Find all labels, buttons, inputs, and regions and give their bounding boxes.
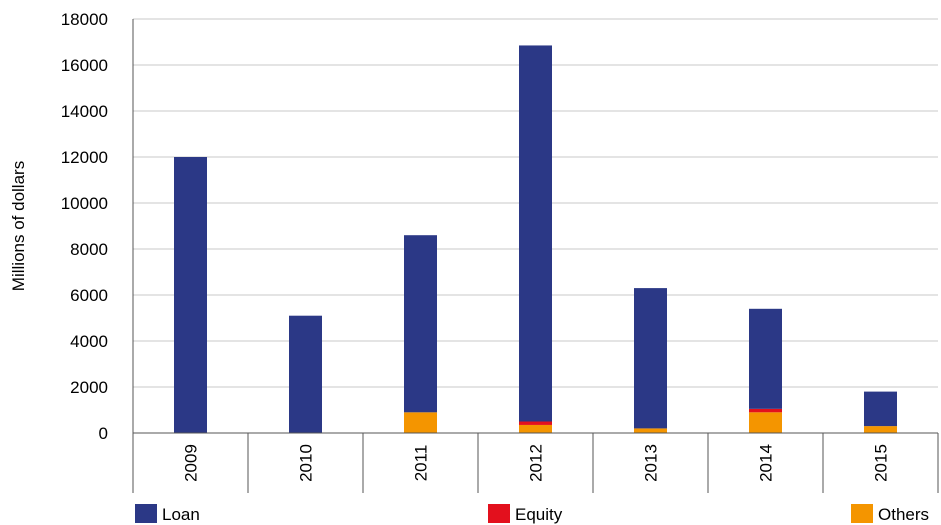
category-label: 2012 bbox=[527, 444, 546, 482]
y-tick-label: 18000 bbox=[61, 10, 108, 29]
y-tick-label: 10000 bbox=[61, 194, 108, 213]
y-tick-label: 14000 bbox=[61, 102, 108, 121]
bar-others-2012 bbox=[519, 424, 552, 433]
category-labels: 2009 2010 2011 2012 2013 2014 2015 bbox=[182, 444, 891, 482]
bars bbox=[174, 45, 897, 433]
y-axis-ticks: 0 2000 4000 6000 8000 10000 12000 14000 16000 180… bbox=[61, 10, 108, 443]
bar-others-2013 bbox=[634, 428, 667, 433]
y-tick-label: 4000 bbox=[70, 332, 108, 351]
y-tick-label: 2000 bbox=[70, 378, 108, 397]
y-tick-label: 8000 bbox=[70, 240, 108, 259]
bar-others-2015 bbox=[864, 426, 897, 433]
y-tick-label: 6000 bbox=[70, 286, 108, 305]
category-label: 2015 bbox=[872, 444, 891, 482]
bar-loan-2011 bbox=[404, 235, 437, 413]
legend-swatch-loan bbox=[135, 504, 157, 523]
category-label: 2010 bbox=[297, 444, 316, 482]
y-axis-label: Millions of dollars bbox=[9, 161, 28, 291]
bar-loan-2010 bbox=[289, 315, 322, 433]
legend: Loan Equity Others bbox=[135, 504, 929, 524]
legend-label-others: Others bbox=[878, 505, 929, 524]
category-label: 2011 bbox=[412, 445, 431, 482]
bar-loan-2012 bbox=[519, 45, 552, 422]
legend-label-equity: Equity bbox=[515, 505, 563, 524]
bar-others-2011 bbox=[404, 412, 437, 433]
category-label: 2014 bbox=[757, 444, 776, 482]
category-label: 2013 bbox=[642, 444, 661, 482]
bar-equity-2012 bbox=[519, 421, 552, 425]
legend-label-loan: Loan bbox=[162, 505, 200, 524]
legend-swatch-others bbox=[851, 504, 873, 523]
y-tick-label: 16000 bbox=[61, 56, 108, 75]
bar-others-2014 bbox=[749, 412, 782, 433]
bar-loan-2013 bbox=[634, 288, 667, 429]
bar-loan-2009 bbox=[174, 157, 207, 433]
bar-equity-2014 bbox=[749, 408, 782, 413]
bar-loan-2015 bbox=[864, 391, 897, 427]
legend-swatch-equity bbox=[488, 504, 510, 523]
category-label: 2009 bbox=[182, 444, 201, 482]
y-tick-label: 0 bbox=[99, 424, 108, 443]
axis-lines bbox=[132, 19, 939, 493]
bar-loan-2014 bbox=[749, 308, 782, 409]
y-tick-label: 12000 bbox=[61, 148, 108, 167]
